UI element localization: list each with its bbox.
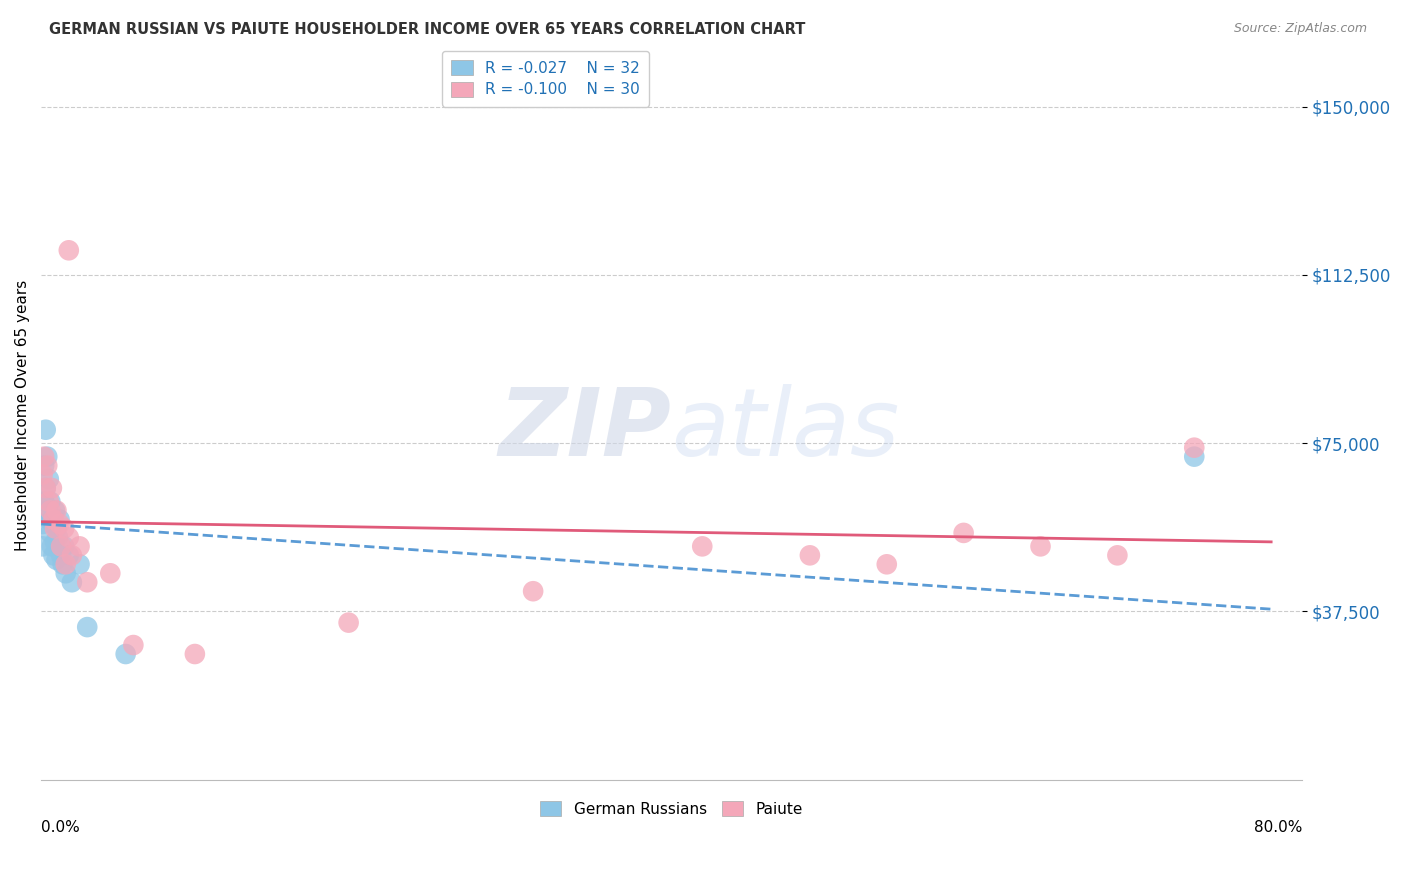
Point	[42, 516, 65, 531]
Point	[46, 530, 69, 544]
Point	[52, 558, 75, 572]
Point	[1182, 441, 1205, 455]
Point	[1107, 549, 1129, 563]
Point	[55, 566, 77, 581]
Point	[44, 503, 66, 517]
Point	[48, 512, 70, 526]
Y-axis label: Householder Income Over 65 years: Householder Income Over 65 years	[15, 279, 30, 550]
Point	[37, 450, 59, 464]
Text: 0.0%: 0.0%	[41, 820, 80, 835]
Point	[39, 525, 62, 540]
Point	[55, 558, 77, 572]
Point	[1029, 540, 1052, 554]
Point	[42, 549, 65, 563]
Point	[184, 647, 207, 661]
Point	[38, 512, 60, 526]
Point	[690, 540, 713, 554]
Point	[32, 450, 55, 464]
Point	[49, 540, 72, 554]
Point	[42, 512, 65, 526]
Point	[58, 530, 80, 544]
Point	[31, 540, 53, 554]
Point	[49, 549, 72, 563]
Point	[952, 525, 974, 540]
Point	[37, 503, 59, 517]
Point	[60, 575, 83, 590]
Point	[45, 553, 67, 567]
Point	[76, 575, 98, 590]
Point	[44, 521, 66, 535]
Text: Source: ZipAtlas.com: Source: ZipAtlas.com	[1233, 22, 1367, 36]
Point	[41, 540, 63, 554]
Point	[114, 647, 136, 661]
Point	[39, 503, 62, 517]
Point	[41, 481, 63, 495]
Point	[69, 558, 91, 572]
Point	[1182, 450, 1205, 464]
Point	[48, 516, 70, 531]
Point	[98, 566, 121, 581]
Point	[58, 244, 80, 258]
Point	[32, 458, 55, 473]
Point	[41, 512, 63, 526]
Point	[45, 521, 67, 535]
Point	[37, 458, 59, 473]
Text: 80.0%: 80.0%	[1254, 820, 1302, 835]
Point	[32, 494, 55, 508]
Point	[522, 584, 544, 599]
Point	[53, 521, 76, 535]
Point	[35, 481, 58, 495]
Point	[45, 503, 67, 517]
Point	[76, 620, 98, 634]
Point	[31, 467, 53, 482]
Legend: German Russians, Paiute: German Russians, Paiute	[534, 796, 808, 823]
Point	[58, 549, 80, 563]
Text: GERMAN RUSSIAN VS PAIUTE HOUSEHOLDER INCOME OVER 65 YEARS CORRELATION CHART: GERMAN RUSSIAN VS PAIUTE HOUSEHOLDER INC…	[49, 22, 806, 37]
Point	[38, 494, 60, 508]
Point	[60, 549, 83, 563]
Point	[69, 540, 91, 554]
Point	[35, 481, 58, 495]
Point	[799, 549, 821, 563]
Point	[35, 423, 58, 437]
Point	[53, 540, 76, 554]
Text: ZIP: ZIP	[499, 384, 672, 475]
Point	[31, 516, 53, 531]
Point	[876, 558, 898, 572]
Point	[122, 638, 145, 652]
Text: atlas: atlas	[672, 384, 900, 475]
Point	[337, 615, 360, 630]
Point	[44, 534, 66, 549]
Point	[39, 494, 62, 508]
Point	[38, 472, 60, 486]
